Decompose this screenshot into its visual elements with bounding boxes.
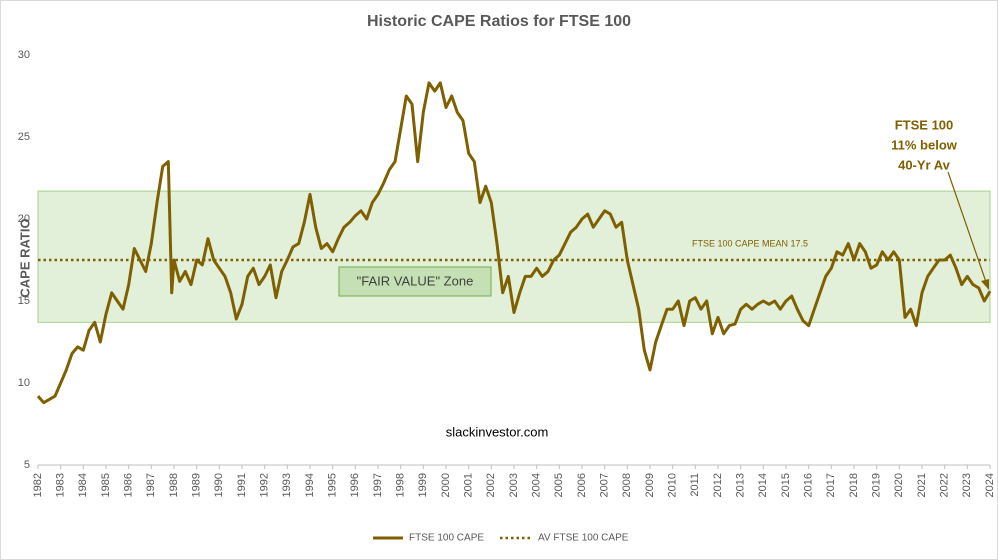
x-tick-label: 1982	[32, 473, 44, 497]
x-tick-label: 2003	[508, 473, 520, 497]
legend-label: AV FTSE 100 CAPE	[538, 533, 629, 544]
y-tick-label: 5	[24, 459, 30, 471]
x-tick-label: 2023	[961, 473, 973, 497]
x-tick-label: 2012	[712, 473, 724, 497]
annotation: 11% below	[891, 137, 958, 152]
x-tick-label: 2002	[485, 473, 497, 497]
annotation-arrow	[947, 171, 987, 283]
x-tick-label: 2022	[939, 473, 951, 497]
x-tick-label: 1989	[191, 473, 203, 497]
x-tick-label: 1992	[259, 473, 271, 497]
chart-title: Historic CAPE Ratios for FTSE 100	[367, 13, 631, 30]
x-tick-label: 1987	[145, 473, 157, 497]
x-tick-label: 1986	[123, 473, 135, 497]
x-tick-label: 2011	[689, 473, 701, 497]
x-tick-label: 1984	[77, 473, 89, 497]
x-tick-label: 1993	[281, 473, 293, 497]
mean-label: FTSE 100 CAPE MEAN 17.5	[692, 238, 808, 248]
x-tick-label: 2010	[667, 473, 679, 497]
x-tick-label: 2017	[825, 473, 837, 497]
x-tick-label: 1990	[213, 473, 225, 497]
x-tick-label: 2009	[644, 473, 656, 497]
cape-line	[36, 81, 992, 405]
y-tick-label: 10	[18, 377, 30, 389]
x-tick-label: 2020	[893, 473, 905, 497]
zone-label: "FAIR VALUE" Zone	[357, 273, 474, 288]
x-tick-label: 1991	[236, 473, 248, 497]
x-tick-label: 2001	[463, 473, 475, 497]
x-tick-label: 2018	[848, 473, 860, 497]
x-tick-label: 2016	[803, 473, 815, 497]
x-tick-label: 1997	[372, 473, 384, 497]
x-tick-label: 2014	[757, 473, 769, 497]
x-tick-label: 2015	[780, 473, 792, 497]
annotation: 40-Yr Av	[898, 157, 951, 172]
x-tick-label: 1985	[100, 473, 112, 497]
x-tick-label: 1998	[395, 473, 407, 497]
x-tick-label: 2013	[735, 473, 747, 497]
arrow-head	[981, 279, 989, 290]
watermark: slackinvestor.com	[446, 424, 549, 439]
x-tick-label: 2024	[984, 473, 996, 497]
x-tick-label: 2004	[531, 473, 543, 497]
x-tick-label: 2007	[599, 473, 611, 497]
x-tick-label: 2008	[621, 473, 633, 497]
x-tick-label: 2000	[440, 473, 452, 497]
y-tick-label: 15	[18, 295, 30, 307]
annotation: FTSE 100	[895, 117, 954, 132]
y-tick-label: 30	[18, 49, 30, 61]
x-tick-label: 2021	[916, 473, 928, 497]
legend-label: FTSE 100 CAPE	[409, 533, 484, 544]
x-tick-label: 2019	[871, 473, 883, 497]
x-tick-label: 2005	[553, 473, 565, 497]
x-tick-label: 1988	[168, 473, 180, 497]
zone-label-box	[338, 266, 492, 297]
x-tick-label: 2006	[576, 473, 588, 497]
x-tick-label: 1999	[417, 473, 429, 497]
y-axis-label: CAPE RATIO	[17, 218, 32, 297]
y-tick-label: 25	[18, 131, 30, 143]
x-tick-label: 1983	[55, 473, 67, 497]
x-tick-label: 1996	[349, 473, 361, 497]
fair-value-zone	[37, 190, 991, 323]
y-tick-label: 20	[18, 213, 30, 225]
x-tick-label: 1994	[304, 473, 316, 497]
x-tick-label: 1995	[327, 473, 339, 497]
